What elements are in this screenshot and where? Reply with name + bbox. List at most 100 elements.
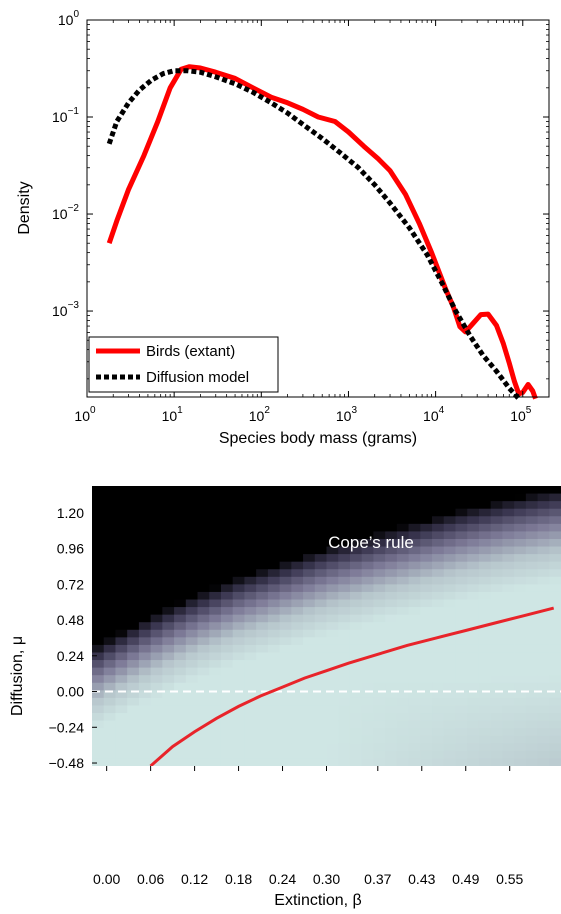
heatmap-cell	[92, 538, 105, 548]
heatmap-cell	[467, 652, 480, 661]
heatmap-cell	[537, 720, 550, 729]
heatmap-cell	[220, 493, 234, 502]
heatmap-cell	[467, 644, 480, 654]
heatmap-cell	[549, 660, 561, 669]
heatmap-cell	[549, 652, 561, 661]
heatmap-cell	[291, 758, 304, 766]
heatmap-cell	[326, 508, 339, 517]
heatmap-cell	[478, 508, 492, 517]
heatmap-cell	[244, 576, 257, 585]
heatmap-cell	[174, 508, 187, 517]
heatmap-cell	[103, 607, 117, 616]
heatmap-cell	[467, 728, 480, 737]
x-tick-label: 0.37	[364, 871, 391, 887]
heatmap-cell	[514, 493, 527, 502]
heatmap-cell	[150, 486, 163, 495]
heatmap-cell	[244, 501, 257, 510]
heatmap-cell	[467, 546, 480, 555]
heatmap-cell	[291, 652, 304, 661]
heatmap-cell	[338, 697, 351, 707]
heatmap-cell	[92, 697, 105, 707]
heatmap-cell	[220, 690, 234, 699]
heatmap-cell	[361, 622, 374, 631]
heatmap-cell	[279, 523, 292, 533]
heatmap-cell	[490, 743, 503, 752]
heatmap-cell	[326, 516, 339, 525]
heatmap-cell	[537, 682, 550, 691]
annotation-anti-copes-rule: anti−Cope’s rule	[358, 816, 481, 835]
heatmap-cell	[443, 713, 457, 722]
heatmap-cell	[220, 728, 234, 737]
heatmap-cell	[420, 697, 433, 707]
heatmap-cell	[115, 486, 128, 495]
heatmap-cell	[267, 531, 281, 540]
heatmap-cell	[467, 629, 480, 638]
heatmap-cell	[432, 546, 445, 555]
heatmap-cell	[443, 720, 457, 729]
heatmap-cell	[338, 569, 351, 578]
heatmap-cell	[514, 743, 527, 752]
heatmap-cell	[326, 660, 339, 669]
heatmap-cell	[197, 607, 210, 616]
heatmap-cell	[349, 538, 363, 548]
heatmap-cell	[455, 682, 468, 691]
heatmap-cell	[92, 720, 105, 729]
heatmap-cell	[267, 728, 281, 737]
heatmap-cell	[303, 516, 316, 525]
heatmap-cell	[349, 523, 363, 533]
heatmap-cell	[115, 637, 128, 646]
heatmap-cell	[455, 705, 468, 714]
heatmap-cell	[220, 538, 234, 548]
heatmap-cell	[256, 516, 269, 525]
heatmap-cell	[420, 486, 433, 495]
heatmap-cell	[549, 690, 561, 699]
heatmap-cell	[467, 758, 480, 766]
heatmap-cell	[267, 743, 281, 752]
heatmap-cell	[115, 493, 128, 502]
heatmap-cell	[220, 743, 234, 752]
heatmap-cell	[549, 569, 561, 578]
heatmap-cell	[244, 599, 257, 608]
heatmap-cell	[549, 493, 561, 502]
heatmap-cell	[349, 690, 363, 699]
heatmap-cell	[209, 629, 222, 638]
heatmap-cell	[432, 622, 445, 631]
heatmap-cell	[408, 637, 421, 646]
heatmap-cell	[291, 682, 304, 691]
heatmap-cell	[408, 493, 421, 502]
heatmap-cell	[408, 538, 421, 548]
heatmap-cell	[256, 758, 269, 766]
heatmap-cell	[244, 508, 257, 517]
heatmap-cell	[490, 750, 503, 760]
heatmap-cell	[162, 591, 175, 601]
heatmap-cell	[549, 743, 561, 752]
heatmap-cell	[232, 591, 246, 601]
heatmap-cell	[549, 584, 561, 593]
heatmap-cell	[256, 554, 269, 563]
heatmap-cell	[420, 758, 433, 766]
heatmap-cell	[373, 554, 386, 563]
heatmap-cell	[279, 591, 292, 601]
heatmap-cell	[537, 660, 550, 669]
heatmap-cell	[185, 591, 199, 601]
heatmap-cell	[385, 531, 398, 540]
heatmap-cell	[514, 735, 527, 744]
heatmap-cell	[220, 576, 234, 585]
heatmap-cell	[232, 531, 246, 540]
heatmap-cell	[408, 607, 421, 616]
heatmap-cell	[314, 735, 328, 744]
heatmap-cell	[396, 728, 410, 737]
heatmap-cell	[514, 576, 527, 585]
density-plot-area	[87, 20, 549, 397]
heatmap-cell	[408, 682, 421, 691]
heatmap-cell	[373, 660, 386, 669]
heatmap-cell	[361, 750, 374, 760]
heatmap-cell	[443, 660, 457, 669]
heatmap-cell	[174, 697, 187, 707]
heatmap-cell	[197, 591, 210, 601]
heatmap-cell	[443, 644, 457, 654]
heatmap-cell	[103, 743, 117, 752]
heatmap-cell	[478, 607, 492, 616]
heatmap-cell	[326, 652, 339, 661]
heatmap-cell	[174, 599, 187, 608]
